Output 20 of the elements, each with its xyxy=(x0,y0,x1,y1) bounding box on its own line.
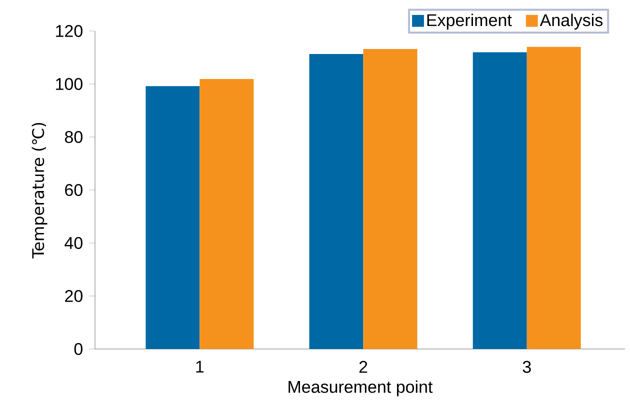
y-tick-label: 80 xyxy=(64,130,82,144)
x-tick-label: 1 xyxy=(196,360,204,373)
bar xyxy=(309,54,364,349)
bar xyxy=(472,52,527,349)
y-tick-label: 120 xyxy=(56,24,82,38)
bar xyxy=(200,78,254,349)
y-tick-label: 40 xyxy=(64,236,82,250)
legend-label: Experiment xyxy=(427,14,512,30)
bar xyxy=(146,86,200,349)
y-tick-label: 100 xyxy=(56,78,82,90)
bar xyxy=(526,46,581,349)
y-axis-title: Temperature (℃) xyxy=(32,122,48,258)
bar xyxy=(363,49,418,349)
y-tick-label: 0 xyxy=(74,342,82,356)
x-tick-label: 3 xyxy=(522,360,531,373)
y-tick-label: 20 xyxy=(65,290,82,302)
y-tick-label: 60 xyxy=(65,184,82,196)
x-axis-title: Measurement point xyxy=(288,380,433,396)
x-tick-label: 2 xyxy=(359,360,368,373)
legend-label: Analysis xyxy=(540,14,603,30)
